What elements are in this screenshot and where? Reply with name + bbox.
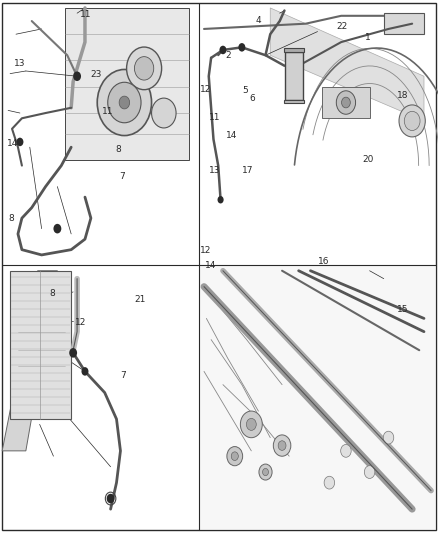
Polygon shape xyxy=(10,271,71,419)
Text: 16: 16 xyxy=(318,257,330,265)
Text: 11: 11 xyxy=(102,108,113,116)
Text: 22: 22 xyxy=(336,22,347,31)
Circle shape xyxy=(238,43,245,52)
Circle shape xyxy=(259,464,272,480)
Circle shape xyxy=(219,46,226,54)
Text: 14: 14 xyxy=(7,140,18,148)
Circle shape xyxy=(53,224,61,233)
Polygon shape xyxy=(322,87,370,118)
Circle shape xyxy=(383,431,394,444)
Circle shape xyxy=(107,494,114,503)
Text: 18: 18 xyxy=(397,92,409,100)
Circle shape xyxy=(81,367,88,376)
Text: 7: 7 xyxy=(120,372,126,380)
Circle shape xyxy=(231,452,238,461)
Circle shape xyxy=(218,196,224,204)
Text: 4: 4 xyxy=(256,16,261,25)
Text: 20: 20 xyxy=(362,156,374,164)
Circle shape xyxy=(97,69,152,135)
Text: 13: 13 xyxy=(209,166,220,175)
Polygon shape xyxy=(284,100,304,103)
Circle shape xyxy=(108,82,141,123)
Text: 8: 8 xyxy=(8,214,14,223)
Polygon shape xyxy=(285,52,303,100)
Circle shape xyxy=(227,447,243,466)
Text: 7: 7 xyxy=(119,173,125,181)
Polygon shape xyxy=(284,48,304,52)
Text: 13: 13 xyxy=(14,60,25,68)
Circle shape xyxy=(134,56,154,80)
Text: 23: 23 xyxy=(91,70,102,79)
Text: 17: 17 xyxy=(242,166,253,175)
Polygon shape xyxy=(384,13,424,34)
Circle shape xyxy=(119,96,130,109)
Text: 5: 5 xyxy=(242,86,248,95)
Text: 6: 6 xyxy=(249,94,255,103)
Circle shape xyxy=(399,105,425,137)
Text: 11: 11 xyxy=(209,113,220,122)
Text: 11: 11 xyxy=(80,10,91,19)
Text: 8: 8 xyxy=(115,145,121,154)
Text: 8: 8 xyxy=(49,289,56,297)
Text: 15: 15 xyxy=(397,305,409,313)
Circle shape xyxy=(342,97,350,108)
Circle shape xyxy=(152,98,176,128)
Circle shape xyxy=(273,435,291,456)
Text: 12: 12 xyxy=(75,318,87,327)
Polygon shape xyxy=(2,271,57,451)
Text: 12: 12 xyxy=(200,85,212,94)
Text: 12: 12 xyxy=(200,246,212,255)
Circle shape xyxy=(262,469,268,475)
Text: 14: 14 xyxy=(205,261,217,270)
Polygon shape xyxy=(270,8,424,121)
Circle shape xyxy=(324,477,335,489)
Text: 1: 1 xyxy=(365,33,371,42)
Circle shape xyxy=(336,91,356,114)
Circle shape xyxy=(240,411,262,438)
Polygon shape xyxy=(65,8,189,160)
Circle shape xyxy=(73,71,81,81)
Circle shape xyxy=(127,47,162,90)
Circle shape xyxy=(341,445,351,457)
Circle shape xyxy=(404,111,420,131)
Circle shape xyxy=(16,138,24,146)
Circle shape xyxy=(247,418,256,430)
Circle shape xyxy=(364,466,375,479)
Polygon shape xyxy=(199,265,436,530)
Text: 21: 21 xyxy=(134,295,146,304)
Text: 14: 14 xyxy=(226,132,238,140)
Circle shape xyxy=(278,441,286,450)
Circle shape xyxy=(69,348,77,358)
Text: 2: 2 xyxy=(225,52,230,60)
